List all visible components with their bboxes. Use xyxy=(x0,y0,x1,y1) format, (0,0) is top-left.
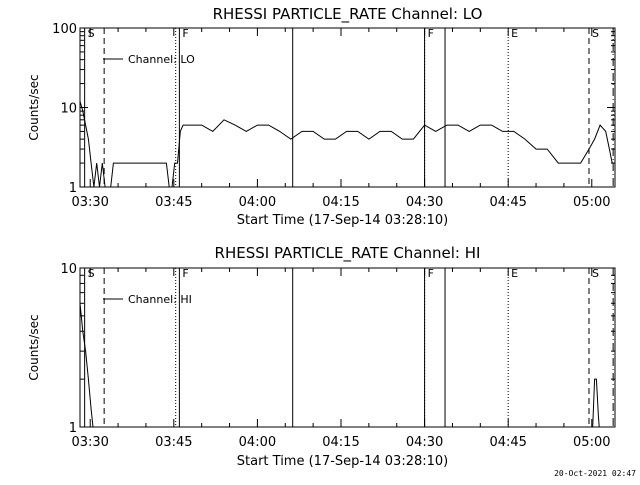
y-axis-label: Counts/sec xyxy=(27,74,41,140)
event-marker-label: S xyxy=(88,27,95,40)
x-axis-label: Start Time (17-Sep-14 03:28:10) xyxy=(237,454,448,469)
chart-title: RHESSI PARTICLE_RATE Channel: HI xyxy=(215,244,481,263)
y-axis-label: Counts/sec xyxy=(27,314,41,380)
y-tick-label: 1 xyxy=(69,181,77,196)
y-tick-label: 10 xyxy=(60,262,77,277)
series-line-1 xyxy=(79,101,613,188)
x-tick-label: 04:45 xyxy=(489,195,526,210)
x-tick-label: 03:45 xyxy=(155,435,192,450)
x-tick-label: 03:45 xyxy=(155,195,192,210)
x-tick-label: 04:00 xyxy=(239,195,276,210)
chart-panel-1: RHESSI PARTICLE_RATE Channel: LO Counts/s… xyxy=(27,5,616,228)
chart-title: RHESSI PARTICLE_RATE Channel: LO xyxy=(213,5,483,24)
event-marker-label: E xyxy=(511,267,518,280)
event-marker-label: F xyxy=(182,267,188,280)
x-tick-label: 04:30 xyxy=(406,195,443,210)
event-marker-label: F xyxy=(428,267,434,280)
x-tick-label: 04:30 xyxy=(406,435,443,450)
x-tick-label: 05:00 xyxy=(573,435,610,450)
event-marker-label: S xyxy=(88,267,95,280)
x-tick-label: 04:15 xyxy=(322,435,359,450)
event-marker-label: F xyxy=(182,27,188,40)
y-tick-label: 100 xyxy=(52,22,77,37)
legend-entry: Channel: HI xyxy=(128,293,192,306)
y-tick-label: 10 xyxy=(60,102,77,117)
x-axis-label: Start Time (17-Sep-14 03:28:10) xyxy=(237,213,448,228)
chart-panel-2: RHESSI PARTICLE_RATE Channel: HI Counts/s… xyxy=(27,244,616,469)
x-tick-label: 05:00 xyxy=(573,195,610,210)
y-tick-label: 1 xyxy=(69,421,77,436)
event-marker-label: F xyxy=(428,27,434,40)
x-tick-label: 04:00 xyxy=(239,435,276,450)
series-line-1 xyxy=(79,303,600,428)
footer-timestamp: 20-Oct-2021 02:47 xyxy=(554,469,636,478)
legend-entry: Channel: LO xyxy=(128,53,195,66)
x-tick-label: 03:30 xyxy=(71,435,108,450)
x-tick-label: 03:30 xyxy=(71,195,108,210)
event-marker-label: S xyxy=(592,267,599,280)
x-tick-label: 04:15 xyxy=(322,195,359,210)
plot-frame xyxy=(79,267,616,428)
event-marker-label: S xyxy=(592,27,599,40)
x-tick-label: 04:45 xyxy=(489,435,526,450)
event-marker-label: E xyxy=(511,27,518,40)
